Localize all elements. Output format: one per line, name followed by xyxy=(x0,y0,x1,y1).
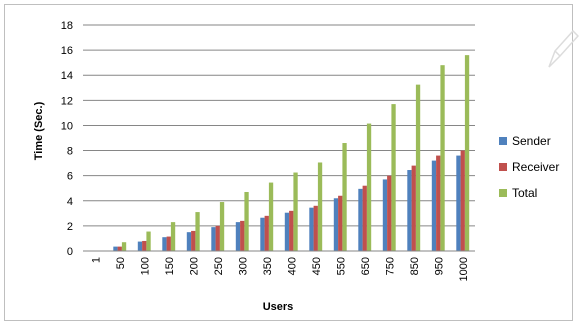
legend: Sender Receiver Total xyxy=(499,134,559,200)
bar-receiver-100 xyxy=(142,240,147,251)
bar-receiver-650 xyxy=(362,185,367,251)
x-tick-label: 450 xyxy=(311,257,323,275)
bar-sender-450 xyxy=(309,207,314,251)
y-tick-label: 10 xyxy=(61,120,73,132)
y-tick-label: 16 xyxy=(61,45,73,57)
bar-total-450 xyxy=(317,162,323,251)
bar-receiver-250 xyxy=(215,225,220,251)
bar-total-100 xyxy=(146,231,151,251)
y-tick-label: 4 xyxy=(67,196,73,208)
bar-sender-350 xyxy=(260,217,265,251)
bar-receiver-450 xyxy=(313,205,318,251)
bar-total-350 xyxy=(268,182,274,251)
legend-swatch-total xyxy=(499,189,507,197)
x-tick-label: 1000 xyxy=(458,257,470,281)
legend-label-sender: Sender xyxy=(512,134,551,148)
bar-receiver-300 xyxy=(240,220,245,251)
bar-receiver-150 xyxy=(166,236,171,251)
bar-total-50 xyxy=(121,242,127,251)
legend-label-receiver: Receiver xyxy=(512,160,559,174)
bar-sender-750 xyxy=(382,179,388,251)
bar-sender-650 xyxy=(358,188,363,251)
bar-receiver-850 xyxy=(411,165,416,251)
y-tick-labels: 0 2 4 6 8 10 12 14 16 18 xyxy=(61,20,73,258)
bar-total-1000 xyxy=(464,55,470,251)
bar-total-650 xyxy=(366,123,372,251)
x-tick-label: 350 xyxy=(262,257,274,275)
bar-receiver-200 xyxy=(191,230,196,251)
bar-receiver-1000 xyxy=(460,150,465,251)
bar-receiver-400 xyxy=(289,210,294,251)
y-tick-label: 8 xyxy=(67,146,73,158)
bar-total-550 xyxy=(342,143,347,251)
bar-sender-400 xyxy=(284,212,290,251)
bar-total-200 xyxy=(195,212,200,251)
x-tick-label: 750 xyxy=(384,257,396,275)
x-tick-label: 650 xyxy=(360,257,372,275)
bar-sender-300 xyxy=(235,222,241,251)
x-tick-label: 100 xyxy=(139,257,151,275)
bar-sender-100 xyxy=(137,241,143,251)
bar-sender-1000 xyxy=(456,155,461,251)
x-tick-label: 400 xyxy=(286,257,298,275)
bar-receiver-50 xyxy=(117,246,122,251)
watermark-pencil-icon xyxy=(548,29,579,68)
bar-receiver-350 xyxy=(264,215,269,251)
bar-receiver-550 xyxy=(338,195,343,251)
bar-total-400 xyxy=(293,172,298,251)
y-tick-label: 0 xyxy=(67,246,73,258)
bar-sender-50 xyxy=(113,246,118,251)
bar-sender-950 xyxy=(431,160,437,251)
y-tick-label: 2 xyxy=(67,221,73,233)
bar-sender-250 xyxy=(211,227,216,251)
x-tick-label: 550 xyxy=(335,257,347,275)
bar-total-850 xyxy=(415,84,421,251)
bar-receiver-750 xyxy=(387,175,392,251)
y-tick-label: 18 xyxy=(61,20,73,32)
x-tick-label: 1 xyxy=(90,257,102,263)
bar-total-950 xyxy=(440,65,445,252)
bar-receiver-950 xyxy=(436,155,441,251)
bar-sender-150 xyxy=(162,237,167,251)
x-tick-label: 200 xyxy=(188,257,200,275)
bar-total-250 xyxy=(219,202,225,251)
y-axis-title: Time (Sec.) xyxy=(33,101,45,160)
x-tick-label: 250 xyxy=(213,257,225,275)
x-tick-labels: 1 50 100 150 200 250 300 350 400 450 550 650 750 850 9… xyxy=(90,257,470,281)
bar-total-150 xyxy=(170,222,176,251)
y-tick-label: 6 xyxy=(67,171,73,183)
x-tick-label: 850 xyxy=(409,257,421,275)
legend-label-total: Total xyxy=(512,186,537,200)
legend-swatch-receiver xyxy=(499,163,507,171)
bar-total-300 xyxy=(244,191,249,251)
y-tick-label: 12 xyxy=(61,95,73,107)
bars xyxy=(88,55,470,252)
bar-sender-200 xyxy=(186,232,192,251)
x-tick-label: 50 xyxy=(115,257,127,269)
x-tick-label: 300 xyxy=(237,257,249,275)
x-tick-label: 150 xyxy=(164,257,176,275)
bar-sender-850 xyxy=(407,170,412,251)
bar-sender-550 xyxy=(333,198,339,251)
bar-total-750 xyxy=(391,104,396,251)
x-tick-label: 950 xyxy=(433,257,445,275)
y-tick-label: 14 xyxy=(61,70,73,82)
chart-frame: 0 2 4 6 8 10 12 14 16 18 1 50 100 150 200 250 300 350 400… xyxy=(4,4,579,321)
legend-swatch-sender xyxy=(499,137,507,145)
x-axis-title: Users xyxy=(263,301,294,313)
gridlines xyxy=(83,24,475,252)
